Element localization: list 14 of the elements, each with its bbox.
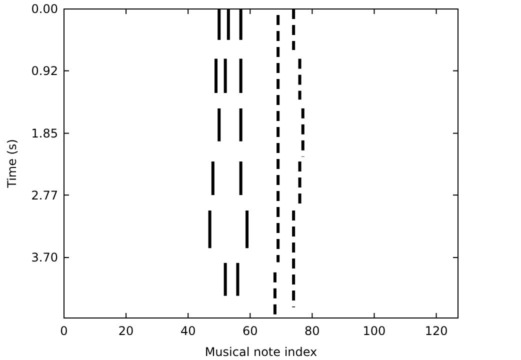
x-axis-title: Musical note index (204, 345, 318, 359)
y-tick-label: 3.70 (31, 250, 58, 265)
y-tick-label: 1.85 (31, 126, 58, 140)
x-tick-label: 0 (60, 324, 68, 338)
x-tick-label: 20 (118, 324, 134, 338)
y-tick-label: 0.92 (31, 64, 58, 78)
x-tick-label: 100 (362, 324, 386, 338)
y-axis-title: Time (s) (5, 139, 19, 189)
y-tick-label: 2.77 (31, 188, 58, 202)
x-tick-label: 40 (180, 324, 196, 338)
y-tick-label: 0.00 (31, 2, 58, 16)
x-tick-label: 120 (424, 324, 448, 338)
x-tick-label: 80 (304, 324, 320, 338)
x-tick-label: 60 (242, 324, 258, 338)
